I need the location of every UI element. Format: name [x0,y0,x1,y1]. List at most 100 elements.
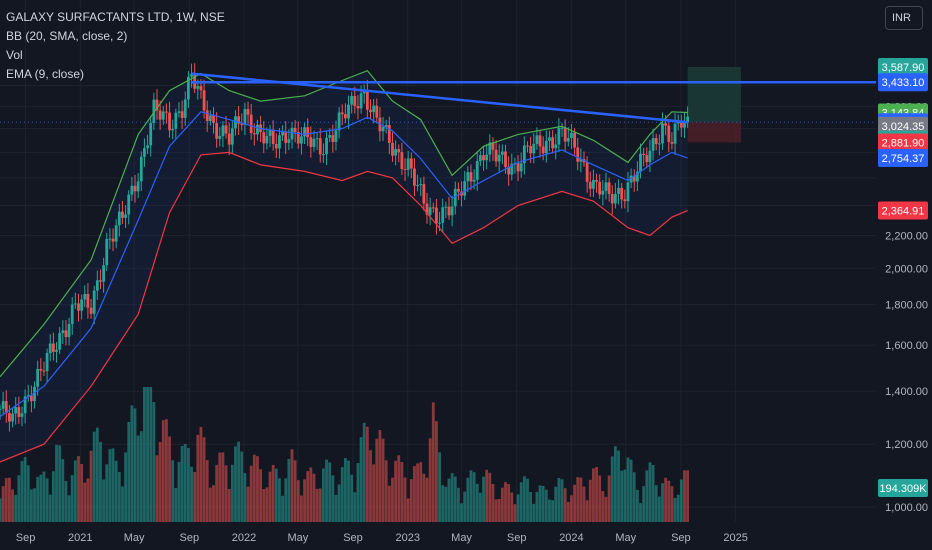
candle-body [168,112,171,131]
volume-bar [73,460,77,522]
volume-bar [67,495,71,522]
candle-body [39,368,43,371]
volume-bar [676,494,680,522]
candle-body [20,413,24,417]
candle-body [416,185,419,187]
volume-bar [391,477,394,522]
indicator-ema[interactable]: EMA (9, close) [6,67,85,81]
volume-bar [375,438,379,522]
candle-body [519,163,523,172]
candle-body [218,136,222,139]
volume-bar [450,473,454,522]
candle-body [230,128,234,145]
volume-bar [632,472,636,522]
volume-bar [416,463,419,522]
candle-body [435,207,438,224]
volume-bar [573,484,576,522]
volume-bar [281,495,284,522]
y-tick-label: 1,200.00 [885,439,928,451]
volume-bar [124,452,127,522]
candle-body [529,146,533,154]
volume-bar [309,467,313,522]
candle-body [372,105,376,113]
volume-bar [89,450,93,522]
candle-body [99,280,102,282]
volume-bar [372,464,376,522]
volume-bar [541,485,545,522]
volume-bar [356,463,360,522]
candle-body [544,140,548,154]
candle-body [328,135,332,138]
volume-bar [252,454,256,522]
candle-body [626,182,630,202]
volume-bar [428,438,432,522]
volume-bar [601,491,605,522]
volume-bar [186,448,190,522]
volume-bar [117,472,121,522]
candle-body [243,109,247,125]
volume-bar [516,494,520,522]
y-tick-label: 2,200.00 [885,230,928,242]
volume-bar [607,475,611,522]
candle-body [607,182,611,194]
candle-body [397,149,401,153]
volume-bar [243,473,247,522]
volume-bar [629,459,633,522]
volume-bar [268,471,272,522]
price-badge-label: 3,587.90 [882,62,925,74]
candle-body [80,299,84,311]
volume-bar [312,473,316,522]
currency-button[interactable]: INR [885,6,923,30]
volume-bar [365,426,369,522]
volume-bar [522,476,526,522]
volume-bar [435,421,438,522]
volume-badge: 194.309K [878,479,928,497]
volume-bar [39,474,43,522]
candle-body [488,142,492,155]
candle-body [127,194,131,215]
x-tick-label: Sep [671,532,691,544]
volume-bar [61,459,65,522]
volume-bar [409,479,413,522]
volume-bar [230,464,234,522]
volume-bar [457,487,460,522]
symbol-line[interactable]: GALAXY SURFACTANTS LTD, 1W, NSE [6,10,225,24]
volume-bar [152,402,156,522]
volume-badge-label: 194.309K [879,483,927,495]
target-zone [687,67,741,123]
candle-body [391,142,394,156]
volume-bar [544,489,548,522]
volume-bar [108,449,112,522]
volume-bar [588,479,592,522]
volume-bar [155,455,159,522]
volume-bar [413,466,416,522]
volume-bar [350,474,354,522]
indicator-bollinger[interactable]: BB (20, SMA, close, 2) [6,29,128,43]
candle-body [114,225,118,242]
volume-bar [654,485,658,522]
candle-body [290,127,294,140]
candle-body [560,127,564,129]
volume-bar [626,457,630,522]
bollinger-lower-line [0,151,688,463]
volume-bar [551,500,555,522]
candle-body [494,149,498,162]
candle-body [538,135,542,147]
y-tick-label: 1,400.00 [885,386,928,398]
volume-bar [381,438,385,522]
volume-bar [673,497,677,522]
candle-body [249,114,253,134]
volume-bar [444,486,448,522]
candle-body [318,138,322,155]
indicator-volume[interactable]: Vol [6,48,23,62]
candle-body [472,179,476,182]
candle-body [629,175,633,183]
volume-bar [293,460,297,522]
candle-body [11,413,14,422]
candle-body [485,154,489,161]
candle-body [469,172,473,182]
volume-bar [278,478,281,522]
candle-body [265,135,269,144]
